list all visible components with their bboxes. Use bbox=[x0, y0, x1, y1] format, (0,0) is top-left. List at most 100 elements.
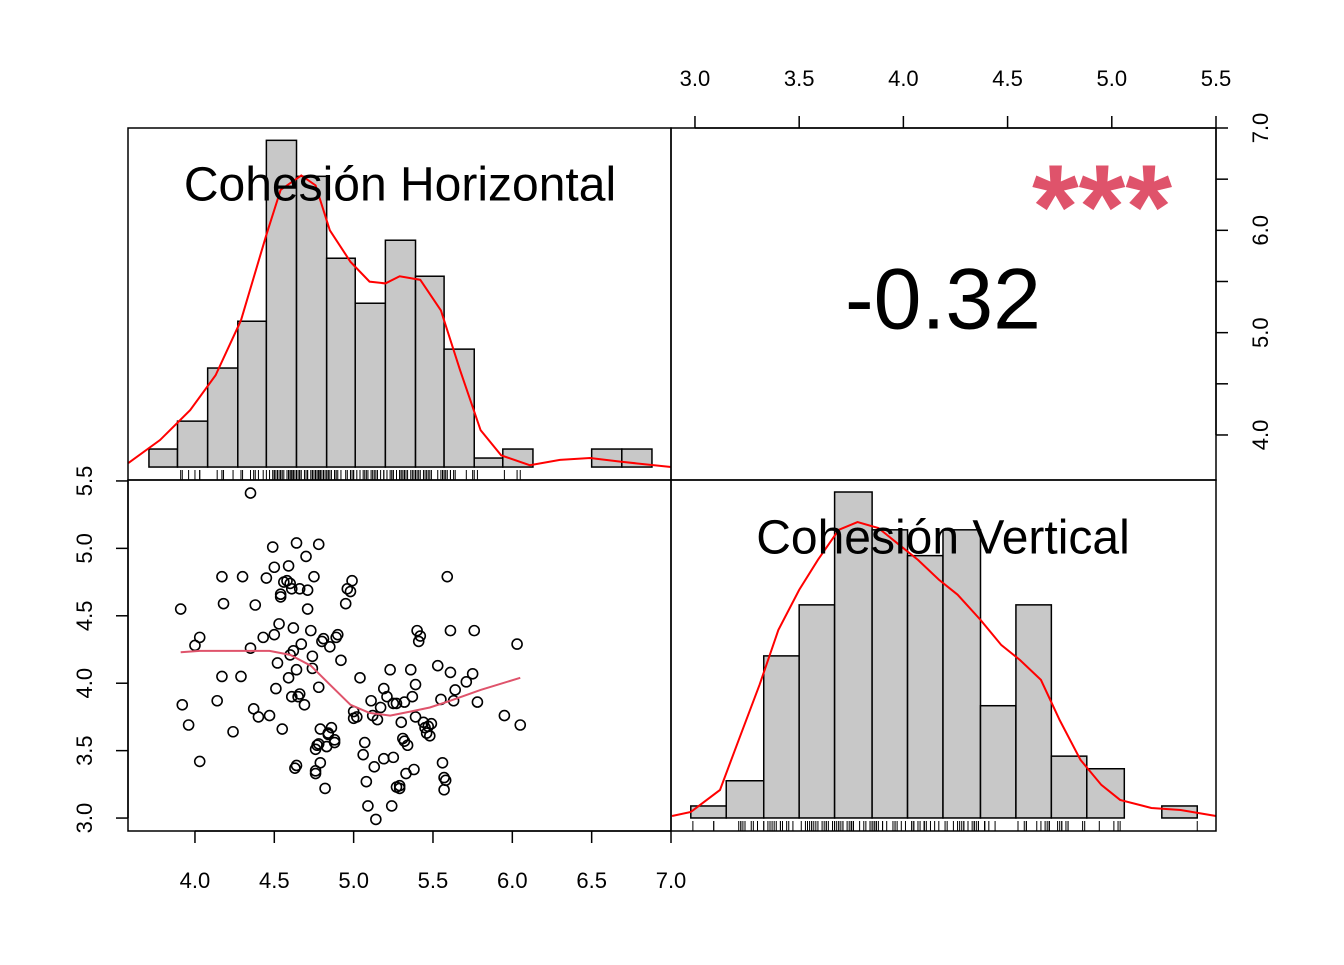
scatter-point bbox=[408, 763, 420, 776]
tick-label: 5.5 bbox=[1201, 66, 1232, 91]
histogram-bar bbox=[354, 302, 387, 468]
histogram-bar bbox=[1086, 767, 1126, 819]
histogram-bar bbox=[1015, 604, 1053, 819]
scatter-point bbox=[268, 561, 281, 574]
scatter-point bbox=[498, 709, 511, 722]
scatter-point bbox=[244, 642, 257, 654]
scatter-point bbox=[287, 622, 300, 634]
scatter-point bbox=[314, 756, 327, 769]
histogram-bar bbox=[237, 320, 268, 468]
tick-label: 5.0 bbox=[72, 533, 97, 564]
scatter-point bbox=[211, 694, 223, 707]
scatter-point bbox=[298, 698, 311, 711]
tick-label: 6.0 bbox=[497, 868, 528, 893]
scatter-point bbox=[409, 711, 422, 723]
scatter-point bbox=[301, 584, 314, 596]
scatter-point bbox=[365, 694, 377, 707]
tick-label: 6.5 bbox=[576, 868, 607, 893]
scatter-point bbox=[270, 682, 282, 695]
scatter-point bbox=[293, 688, 306, 700]
scatter-point bbox=[235, 670, 247, 683]
tick-label: 6.0 bbox=[1248, 215, 1273, 246]
scatter-point bbox=[360, 775, 373, 788]
scatter-point bbox=[236, 570, 249, 583]
scatter-point bbox=[290, 663, 303, 676]
scatter-point bbox=[295, 638, 308, 650]
scatter-point bbox=[460, 676, 473, 688]
tick-label: 3.0 bbox=[680, 66, 711, 91]
scatter-point bbox=[282, 560, 295, 572]
histogram-bar bbox=[942, 529, 982, 819]
scatter-point bbox=[319, 782, 331, 795]
scatter-point bbox=[174, 603, 187, 615]
scatter-point bbox=[436, 756, 449, 769]
variable-label: Cohesión Horizontal bbox=[184, 159, 616, 212]
histogram-bar bbox=[473, 457, 504, 468]
scatter-point bbox=[511, 638, 523, 650]
tick-label: 5.0 bbox=[1096, 66, 1127, 91]
scatter-point bbox=[290, 759, 303, 772]
scatter-point bbox=[276, 723, 289, 735]
scatter-point bbox=[306, 662, 319, 675]
tick-label: 5.5 bbox=[418, 868, 449, 893]
scatter-point bbox=[273, 618, 285, 630]
tick-label: 7.0 bbox=[656, 868, 687, 893]
scatter-point bbox=[358, 736, 371, 749]
histogram-bar bbox=[384, 239, 417, 468]
scatter-point bbox=[346, 574, 358, 587]
scatter-point bbox=[374, 701, 387, 714]
scatter-point bbox=[193, 631, 206, 644]
scatter-point bbox=[268, 628, 281, 641]
histogram-bar bbox=[979, 704, 1017, 819]
scatter-point bbox=[393, 782, 406, 795]
scatter-point bbox=[284, 577, 296, 590]
tick-label: 3.5 bbox=[784, 66, 815, 91]
scatter-point bbox=[309, 767, 322, 780]
histogram-bar bbox=[295, 175, 328, 468]
scatter-point bbox=[514, 719, 527, 731]
histogram-bar bbox=[1050, 755, 1088, 819]
scatter-point bbox=[308, 570, 320, 583]
scatter-point bbox=[401, 739, 414, 752]
scatter-point bbox=[425, 717, 438, 730]
scatter-point bbox=[324, 641, 336, 653]
scatter-point bbox=[439, 774, 452, 787]
scatter-point bbox=[351, 711, 363, 723]
scatter-point bbox=[385, 800, 398, 812]
scatter-point bbox=[285, 690, 298, 703]
scatter-point bbox=[249, 599, 262, 611]
scatter-point bbox=[444, 666, 457, 679]
scatter-point bbox=[312, 538, 325, 551]
scatter-point bbox=[217, 597, 230, 610]
histogram-bar bbox=[414, 275, 445, 468]
scatter-point bbox=[176, 698, 189, 711]
tick-label: 4.0 bbox=[888, 66, 919, 91]
scatter-point bbox=[441, 570, 454, 583]
scatter-point bbox=[306, 650, 319, 663]
scatter-point bbox=[325, 721, 338, 734]
scatter-point bbox=[395, 716, 408, 729]
scatter-point bbox=[300, 550, 312, 563]
scatter-point bbox=[285, 583, 298, 595]
scatter-point bbox=[409, 678, 422, 691]
scatter-point bbox=[335, 654, 347, 667]
scatter-point bbox=[293, 583, 306, 595]
scatter-point bbox=[304, 624, 317, 637]
scatter-point bbox=[404, 663, 417, 676]
scatter-point bbox=[263, 709, 276, 722]
histogram-bar bbox=[906, 554, 944, 819]
smooth-line bbox=[180, 649, 521, 717]
scatter-point bbox=[227, 725, 239, 738]
scatter-point bbox=[282, 672, 295, 684]
density-line bbox=[671, 520, 1217, 817]
significance-stars: *** bbox=[1032, 140, 1172, 274]
density-line bbox=[127, 174, 672, 469]
scatter-point bbox=[357, 748, 369, 761]
tick-label: 4.0 bbox=[72, 668, 97, 699]
scatter-point bbox=[260, 572, 273, 584]
scatter-point bbox=[362, 800, 374, 812]
scatter-point bbox=[312, 738, 325, 750]
tick-label: 5.5 bbox=[72, 466, 97, 497]
tick-label: 7.0 bbox=[1248, 113, 1273, 144]
histogram-bar bbox=[265, 139, 298, 468]
